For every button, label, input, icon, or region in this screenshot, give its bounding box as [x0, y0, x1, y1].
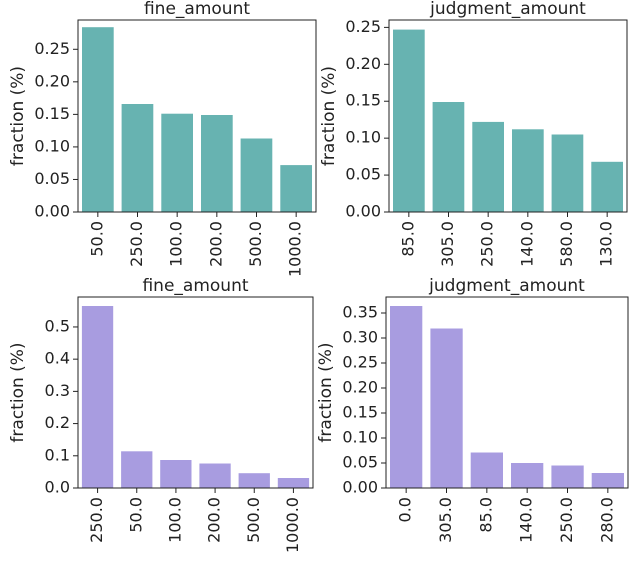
chart-panel-1: 0.00 0.05 0.10 0.15 0.20 0.25 50.0 250.0 100.0 20… [8, 0, 317, 277]
x-tick-label: 305.0 [438, 221, 457, 267]
x-tick-label: 50.0 [126, 497, 145, 533]
y-tick-label: 0.4 [45, 349, 70, 368]
y-tick-label: 0.1 [45, 445, 70, 464]
bar-1-5 [240, 138, 273, 212]
x-tick-label: 200.0 [206, 221, 225, 267]
x-tick-label: 100.0 [165, 497, 184, 543]
y-tick-label: 0.05 [34, 169, 70, 188]
chart-panel-4: 0.00 0.05 0.10 0.15 0.20 0.25 0.30 0.35 0.0 305.0… [316, 276, 629, 543]
y-tick-label: 0.15 [34, 104, 70, 123]
x-tick-label: 85.0 [476, 497, 495, 533]
x-tick-label: 85.0 [398, 221, 417, 257]
x-tick-label: 250.0 [87, 497, 106, 543]
y-tick-label: 0.05 [345, 165, 381, 184]
x-tick-label: 1000.0 [283, 497, 302, 553]
bar-4-2 [430, 328, 463, 488]
plot-frame [388, 19, 628, 213]
bar-2-3 [472, 121, 504, 212]
bar-2-2 [432, 102, 465, 212]
x-tick-label: 250.0 [478, 221, 497, 267]
x-tick-label: 250.0 [557, 497, 576, 543]
y-axis-label: fraction (%) [319, 66, 339, 166]
y-tick-label: 0.20 [34, 71, 70, 90]
y-tick-label: 0.00 [345, 202, 381, 221]
bar-3-1 [81, 306, 114, 488]
bar-3-5 [238, 473, 270, 488]
plot-frame [77, 296, 314, 489]
y-axis-label: fraction (%) [316, 342, 336, 442]
bar-1-6 [280, 165, 312, 212]
chart-title: fine_amount [142, 276, 248, 296]
bar-3-2 [121, 451, 153, 488]
bar-2-4 [512, 129, 544, 212]
y-tick-label: 0.25 [34, 39, 70, 58]
x-tick-label: 100.0 [167, 221, 186, 267]
x-tick-label: 305.0 [436, 497, 455, 543]
plot-frame [385, 296, 629, 489]
y-tick-label: 0.3 [45, 381, 70, 400]
plot-frame [77, 19, 317, 213]
y-axis-label: fraction (%) [8, 66, 28, 166]
x-tick-label: 200.0 [205, 497, 224, 543]
bar-1-3 [161, 113, 193, 212]
x-tick-label: 0.0 [396, 497, 415, 522]
chart-panel-2: 0.00 0.05 0.10 0.15 0.20 0.25 85.0 305.0 250.0 14… [319, 0, 628, 267]
bar-4-5 [551, 465, 584, 488]
y-tick-label: 0.20 [345, 54, 381, 73]
bar-3-4 [199, 463, 231, 488]
bar-2-5 [551, 134, 584, 212]
x-tick-label: 250.0 [127, 221, 146, 267]
x-tick-label: 50.0 [87, 221, 106, 257]
bar-4-4 [511, 463, 544, 488]
y-tick-label: 0.35 [342, 303, 378, 322]
y-tick-label: 0.00 [34, 202, 70, 221]
x-tick-label: 1000.0 [286, 221, 305, 277]
chart-title: judgment_amount [429, 0, 586, 19]
bar-1-1 [82, 27, 114, 213]
y-tick-label: 0.15 [345, 91, 381, 110]
y-tick-label: 0.20 [342, 378, 378, 397]
bar-1-4 [201, 115, 233, 212]
y-tick-label: 0.10 [342, 428, 378, 447]
bar-3-3 [160, 460, 192, 488]
x-tick-label: 580.0 [557, 221, 576, 267]
chart-title: judgment_amount [428, 276, 585, 296]
bar-4-6 [591, 473, 624, 488]
y-tick-label: 0.15 [342, 403, 378, 422]
x-tick-label: 140.0 [517, 497, 536, 543]
bar-1-2 [121, 104, 154, 212]
y-tick-label: 0.30 [342, 328, 378, 347]
y-tick-label: 0.25 [342, 353, 378, 372]
y-tick-label: 0.10 [345, 128, 381, 147]
bar-3-6 [277, 478, 310, 488]
y-axis-label: fraction (%) [8, 342, 28, 442]
chart-panel-3: 0.0 0.1 0.2 0.3 0.4 0.5 250.0 50.0 100.0 200.0 500… [8, 276, 314, 553]
bar-2-6 [591, 161, 623, 212]
y-tick-label: 0.5 [45, 316, 70, 335]
y-tick-label: 0.2 [45, 413, 70, 432]
bar-4-3 [470, 452, 503, 488]
bar-4-1 [390, 306, 423, 488]
x-tick-label: 130.0 [597, 221, 616, 267]
bar-2-1 [393, 29, 425, 212]
y-tick-label: 0.25 [345, 17, 381, 36]
y-tick-label: 0.00 [342, 478, 378, 497]
x-tick-label: 500.0 [246, 221, 265, 267]
y-tick-label: 0.10 [34, 136, 70, 155]
x-tick-label: 500.0 [244, 497, 263, 543]
chart-title: fine_amount [144, 0, 250, 19]
y-tick-label: 0.05 [342, 453, 378, 472]
x-tick-label: 140.0 [517, 221, 536, 267]
y-tick-label: 0.0 [45, 478, 70, 497]
x-tick-label: 280.0 [597, 497, 616, 543]
